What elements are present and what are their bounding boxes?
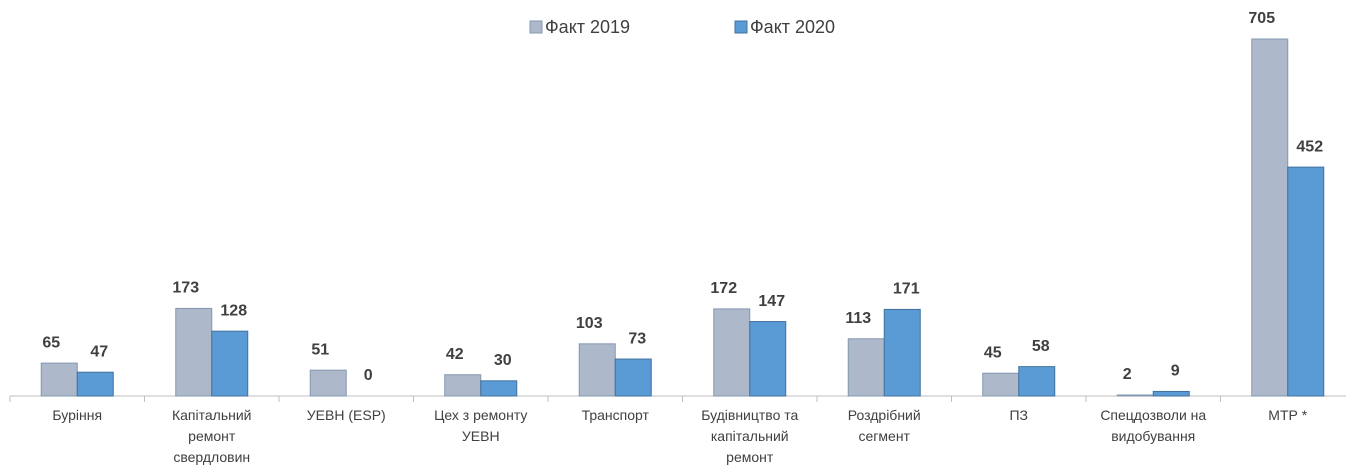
legend-label: Факт 2020 (750, 17, 835, 37)
data-label: 147 (758, 293, 785, 310)
x-tick-label: Роздрібний сегмент (847, 407, 921, 444)
data-label: 452 (1296, 138, 1323, 155)
data-label: 9 (1171, 363, 1180, 380)
x-tick-label: Капітальний ремонт свердловин (171, 407, 252, 465)
data-label: 705 (1248, 10, 1275, 27)
legend-swatch (734, 20, 748, 34)
bar (175, 307, 213, 397)
x-tick-label: Цех з ремонту УЕВН (434, 407, 528, 444)
bar (847, 338, 885, 397)
bar (211, 330, 249, 397)
legend-swatch (529, 20, 543, 34)
bar (1152, 390, 1190, 397)
data-label: 173 (172, 280, 199, 297)
bar (444, 374, 482, 397)
bar (1116, 394, 1154, 397)
bar (40, 362, 78, 397)
data-label: 2 (1123, 366, 1132, 383)
data-label: 30 (494, 352, 512, 369)
bar (749, 321, 787, 397)
data-label: 128 (220, 302, 247, 319)
bar (309, 369, 347, 397)
bar (982, 372, 1020, 397)
bar (578, 343, 616, 397)
x-tick-label: УЕВН (ESP) (306, 407, 386, 423)
bar (1018, 366, 1056, 397)
data-label: 103 (576, 315, 603, 332)
data-label: 0 (364, 367, 373, 384)
data-label: 42 (446, 346, 464, 363)
x-tick-label: Транспорт (581, 407, 649, 423)
x-tick-label: МТР * (1268, 407, 1308, 423)
legend-label: Факт 2019 (545, 17, 630, 37)
data-label: 65 (42, 334, 60, 351)
data-label: 171 (893, 281, 920, 298)
bar (480, 380, 518, 397)
data-label: 58 (1032, 338, 1050, 355)
bar (883, 308, 921, 397)
bar (76, 371, 114, 397)
data-label: 51 (311, 341, 329, 358)
bar (713, 308, 751, 397)
x-tick-label: ПЗ (1009, 407, 1029, 423)
data-label: 73 (628, 330, 646, 347)
x-tick-label: Будівництво та капітальний ремонт (701, 407, 799, 465)
bar (1287, 166, 1325, 397)
x-tick-label: Буріння (52, 407, 103, 423)
bar (1251, 38, 1289, 397)
bar (614, 358, 652, 397)
data-label: 47 (90, 343, 108, 360)
data-label: 45 (984, 344, 1002, 361)
x-tick-label: Спецдозволи на видобування (1100, 407, 1207, 444)
data-label: 113 (845, 310, 871, 327)
data-label: 172 (710, 280, 737, 297)
